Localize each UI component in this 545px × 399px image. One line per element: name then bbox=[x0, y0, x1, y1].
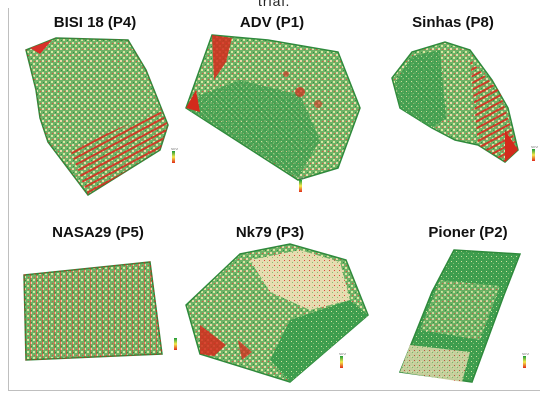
legend-color-bar bbox=[174, 338, 177, 350]
legend-color-bar bbox=[172, 151, 175, 163]
plot-title-p2: Pioner (P2) bbox=[428, 224, 508, 241]
field-map-p3 bbox=[185, 243, 369, 383]
field-map-p8 bbox=[391, 41, 519, 163]
ndvi-legend-p3: NDVI bbox=[339, 352, 349, 368]
field-map-p4 bbox=[25, 37, 169, 197]
plot-title-p3: Nk79 (P3) bbox=[235, 224, 305, 241]
field-map-p2 bbox=[398, 249, 522, 383]
legend-label: NDVI bbox=[531, 145, 539, 149]
ndvi-legend-p5 bbox=[173, 338, 183, 350]
figure-frame-left bbox=[8, 8, 9, 391]
field-map-p1 bbox=[185, 34, 361, 181]
cropped-caption-text: trial. bbox=[258, 0, 291, 9]
plot-title-p5: NASA29 (P5) bbox=[52, 224, 144, 241]
figure-frame-bottom bbox=[8, 390, 540, 391]
plot-title-p4: BISI 18 (P4) bbox=[53, 14, 137, 31]
legend-color-bar bbox=[532, 149, 535, 161]
ndvi-legend-p8: NDVI bbox=[531, 145, 541, 161]
legend-label: NDVI bbox=[171, 147, 179, 151]
ndvi-legend-p2: NDVI bbox=[522, 352, 532, 368]
ndvi-legend-p4: NDVI bbox=[171, 147, 181, 163]
field-map-p5 bbox=[23, 261, 163, 361]
legend-label: NDVI bbox=[522, 352, 530, 356]
legend-label: NDVI bbox=[298, 176, 306, 180]
legend-color-bar bbox=[523, 356, 526, 368]
legend-label: NDVI bbox=[339, 352, 347, 356]
plot-title-p1: ADV (P1) bbox=[239, 14, 305, 31]
plot-title-p8: Sinhas (P8) bbox=[412, 14, 494, 31]
ndvi-legend-p1: NDVI bbox=[298, 176, 308, 192]
legend-color-bar bbox=[340, 356, 343, 368]
legend-color-bar bbox=[299, 180, 302, 192]
